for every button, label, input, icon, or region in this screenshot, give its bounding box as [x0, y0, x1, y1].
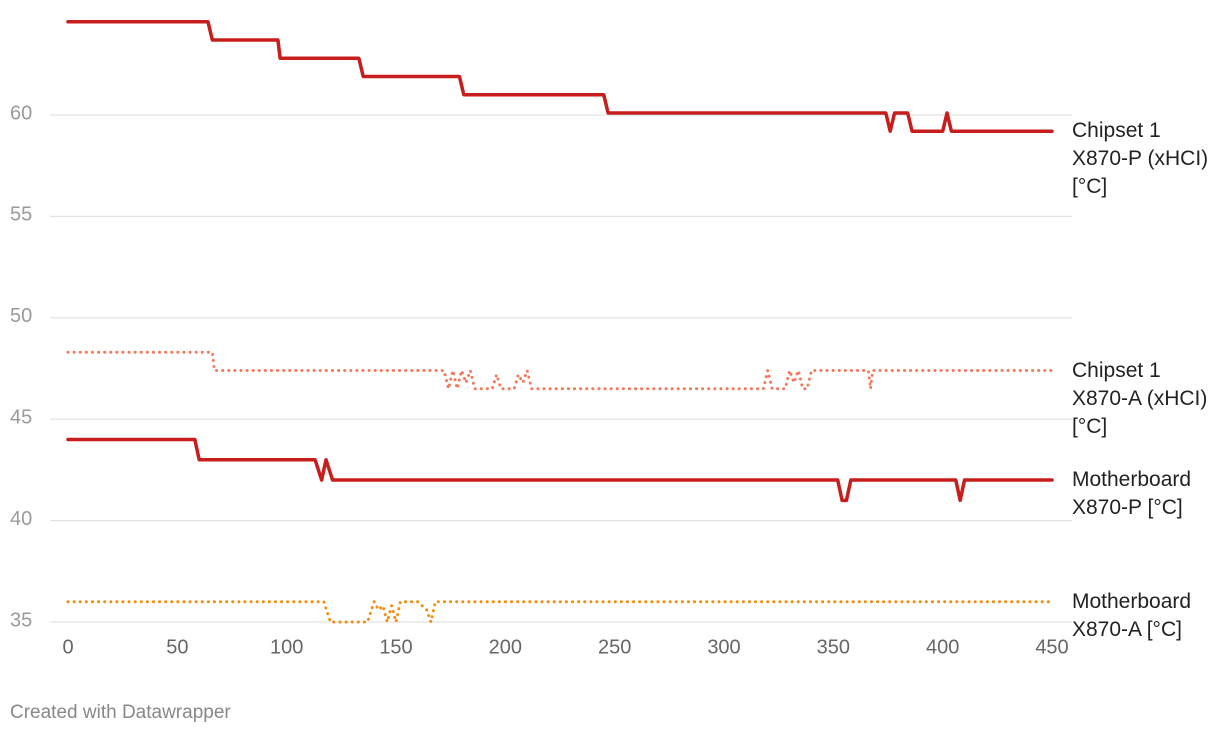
series-label: Motherboard X870-A [°C] — [1072, 589, 1192, 641]
series-line — [66, 437, 1054, 503]
series-line — [66, 19, 1054, 133]
series-line — [66, 350, 1054, 391]
y-tick-label: 60 — [10, 102, 32, 124]
x-tick-label: 450 — [1035, 636, 1068, 658]
x-tick-label: 350 — [817, 636, 850, 658]
y-tick-label: 40 — [10, 508, 32, 530]
y-tick-label: 35 — [10, 609, 32, 631]
x-tick-label: 250 — [598, 636, 631, 658]
footer: Created with Datawrapper — [10, 702, 231, 723]
x-tick-label: 300 — [707, 636, 740, 658]
x-tick-label: 0 — [62, 636, 73, 658]
x-tick-label: 100 — [270, 636, 303, 658]
y-tick-label: 45 — [10, 406, 32, 428]
x-tick-label: 150 — [379, 636, 412, 658]
y-tick-label: 50 — [10, 305, 32, 327]
series-label: Chipset 1 X870-P (xHCI) [°C] — [1072, 119, 1209, 199]
series-label: Chipset 1 X870-A (xHCI) [°C] — [1072, 358, 1208, 438]
series-line — [66, 600, 1054, 624]
series-label: Motherboard X870-P [°C] — [1072, 468, 1192, 520]
y-tick-label: 55 — [10, 204, 32, 226]
x-tick-label: 400 — [926, 636, 959, 658]
x-tick-label: 50 — [166, 636, 188, 658]
x-tick-label: 200 — [489, 636, 522, 658]
